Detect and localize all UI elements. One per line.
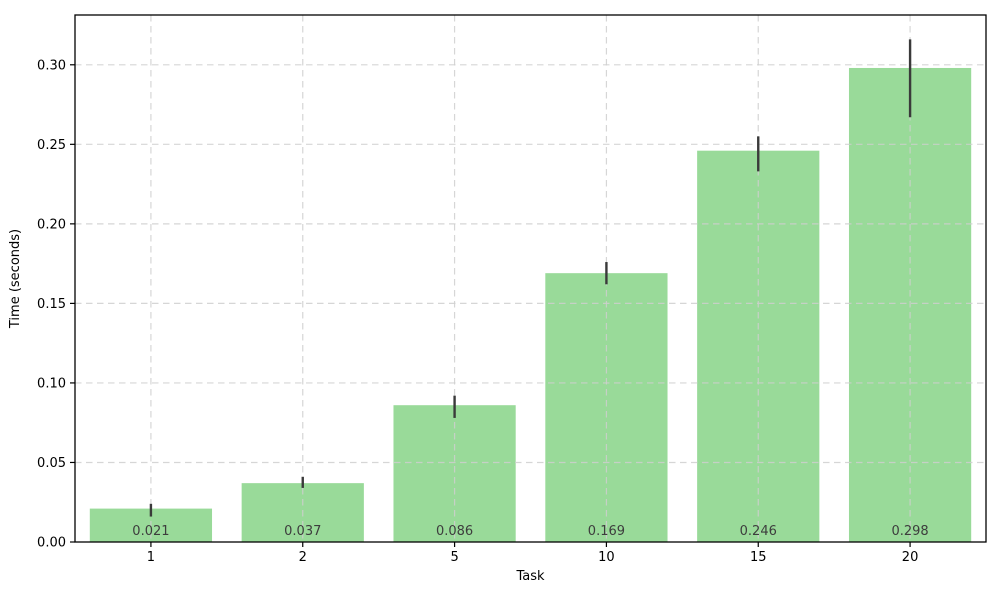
x-axis-label: Task: [515, 569, 545, 584]
x-tick-label: 15: [750, 550, 767, 565]
bar-value-label: 0.021: [132, 524, 169, 539]
x-tick-label: 2: [299, 550, 307, 565]
bar-value-label: 0.086: [436, 524, 473, 539]
y-tick-label: 0.10: [37, 376, 66, 391]
bar-value-label: 0.298: [891, 524, 928, 539]
y-tick-label: 0.25: [37, 138, 66, 153]
x-tick-label: 20: [902, 550, 919, 565]
bar-value-label: 0.169: [588, 524, 625, 539]
x-tick-label: 5: [450, 550, 458, 565]
y-tick-label: 0.00: [37, 536, 66, 551]
x-tick-label: 10: [598, 550, 615, 565]
bar-value-label: 0.246: [740, 524, 777, 539]
y-axis-label: Time (seconds): [8, 229, 23, 329]
y-tick-label: 0.15: [37, 297, 66, 312]
y-tick-label: 0.20: [37, 217, 66, 232]
bar-value-label: 0.037: [284, 524, 321, 539]
y-tick-label: 0.05: [37, 456, 66, 471]
y-tick-label: 0.30: [37, 58, 66, 73]
x-tick-label: 1: [147, 550, 155, 565]
plot-border: [74, 14, 987, 543]
